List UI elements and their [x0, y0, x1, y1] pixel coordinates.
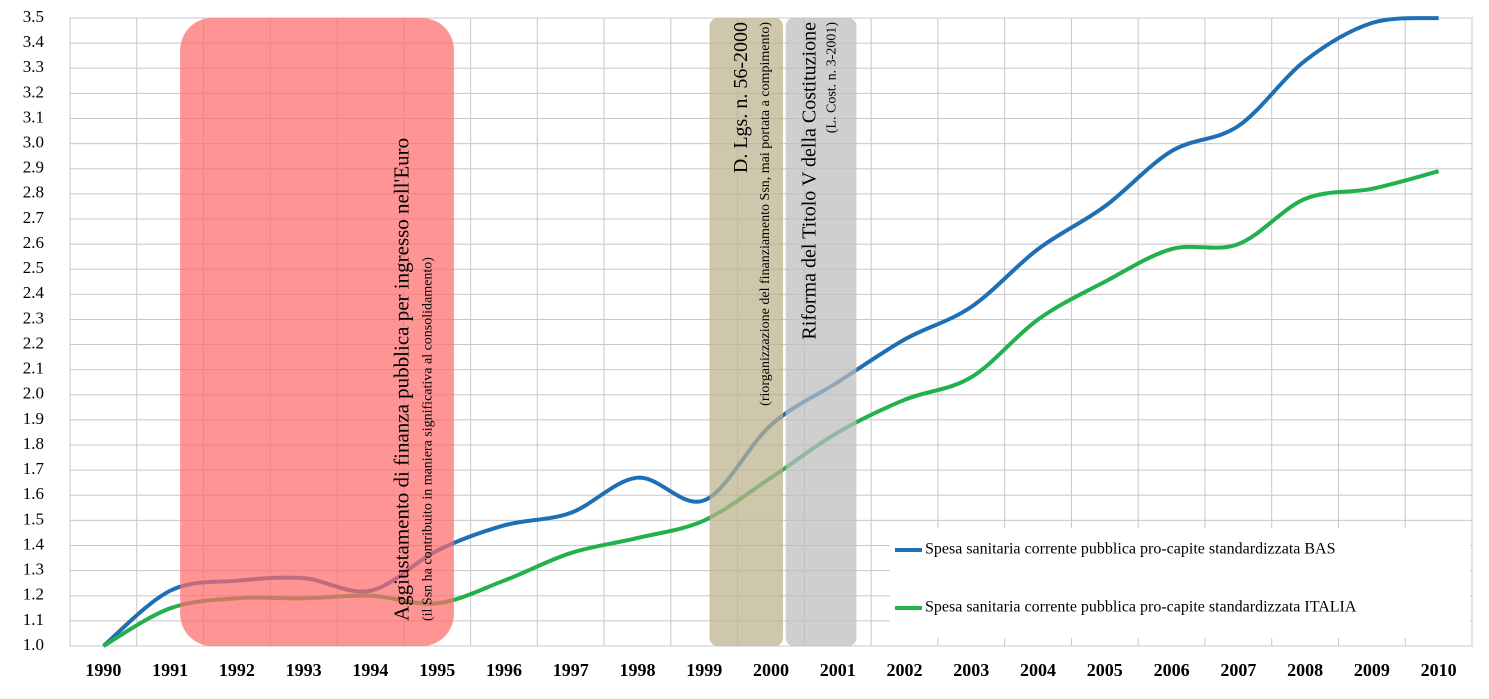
y-tick-label: 2.6: [23, 233, 44, 252]
x-tick-label: 1990: [85, 660, 121, 680]
x-tick-label: 2006: [1154, 660, 1190, 680]
x-tick-label: 1994: [352, 660, 388, 680]
x-tick-label: 2007: [1220, 660, 1256, 680]
y-tick-label: 1.8: [23, 434, 44, 453]
y-tick-label: 3.5: [23, 7, 44, 26]
y-tick-label: 2.9: [23, 158, 44, 177]
y-tick-label: 2.3: [23, 308, 44, 327]
annotation-text: Aggiustamento di finanza pubblica per in…: [390, 138, 414, 621]
annotation-subtext: (L. Cost. n. 3-2001): [825, 22, 840, 134]
y-tick-label: 2.0: [23, 384, 44, 403]
x-tick-label: 2010: [1421, 660, 1457, 680]
y-tick-label: 1.9: [23, 409, 44, 428]
y-tick-label: 3.4: [23, 32, 45, 51]
x-tick-label: 1992: [219, 660, 255, 680]
y-tick-label: 2.2: [23, 333, 44, 352]
x-tick-label: 1999: [686, 660, 722, 680]
annotation-text: Riforma del Titolo V della Costituzione: [799, 22, 821, 340]
y-tick-label: 3.2: [23, 82, 44, 101]
y-tick-label: 2.5: [23, 258, 44, 277]
annotation-text: D. Lgs. n. 56-2000: [730, 22, 752, 173]
y-tick-label: 1.6: [23, 484, 44, 503]
annotation-box: [709, 18, 784, 646]
y-tick-label: 1.5: [23, 509, 44, 528]
y-tick-label: 1.1: [23, 610, 44, 629]
x-tick-label: 2004: [1020, 660, 1056, 680]
x-tick-label: 2002: [887, 660, 923, 680]
y-tick-label: 2.4: [23, 283, 45, 302]
x-tick-label: 2009: [1354, 660, 1390, 680]
legend-label: Spesa sanitaria corrente pubblica pro-ca…: [925, 541, 1336, 558]
x-tick-label: 2000: [753, 660, 789, 680]
y-tick-label: 1.4: [23, 534, 45, 553]
x-tick-label: 2003: [953, 660, 989, 680]
x-tick-label: 2008: [1287, 660, 1323, 680]
y-tick-label: 1.0: [23, 635, 44, 654]
y-tick-label: 3.3: [23, 57, 44, 76]
y-tick-label: 1.2: [23, 585, 44, 604]
annotation-subtext: (riorganizzazione del finanziamento Ssn,…: [758, 22, 773, 406]
legend-box: [890, 528, 1470, 638]
y-tick-label: 1.3: [23, 560, 44, 579]
y-tick-label: 1.7: [23, 459, 45, 478]
x-tick-label: 1991: [152, 660, 188, 680]
y-tick-label: 3.0: [23, 133, 44, 152]
y-tick-label: 2.8: [23, 183, 44, 202]
legend-label: Spesa sanitaria corrente pubblica pro-ca…: [925, 599, 1357, 616]
annotation-subtext: (il Ssn ha contribuito in maniera signif…: [421, 257, 436, 621]
x-tick-label: 1993: [286, 660, 322, 680]
y-tick-label: 3.1: [23, 107, 44, 126]
x-tick-label: 1997: [553, 660, 589, 680]
y-tick-label: 2.7: [23, 208, 45, 227]
y-tick-label: 2.1: [23, 359, 44, 378]
x-tick-label: 2005: [1087, 660, 1123, 680]
annotation-box: [180, 18, 454, 646]
annotation-box: [785, 18, 857, 646]
x-tick-label: 2001: [820, 660, 856, 680]
x-tick-label: 1996: [486, 660, 522, 680]
x-tick-label: 1995: [419, 660, 455, 680]
x-tick-label: 1998: [619, 660, 655, 680]
